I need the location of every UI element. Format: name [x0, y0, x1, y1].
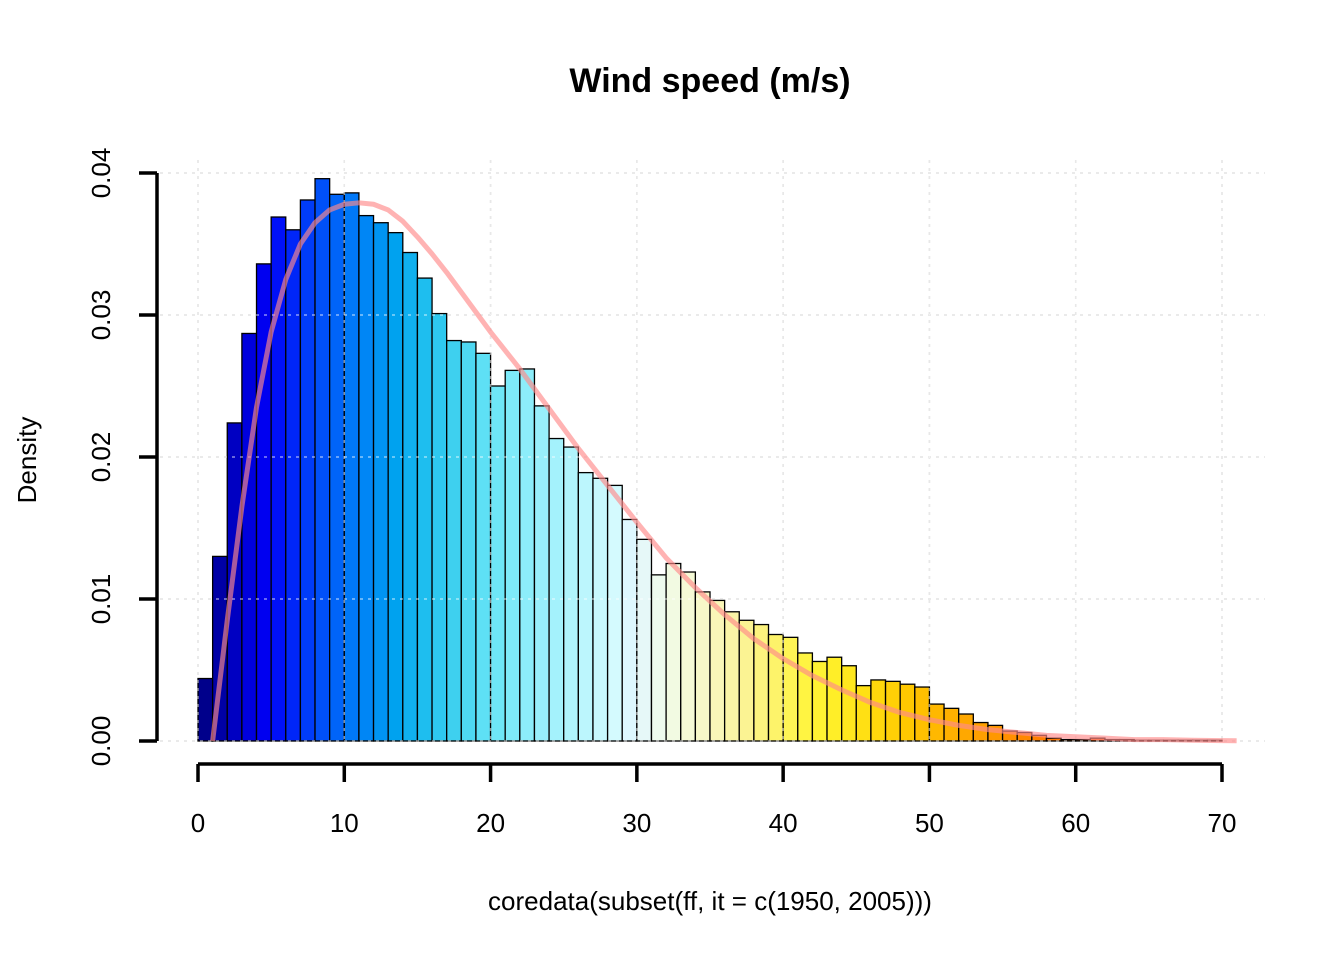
histogram-bar [606, 484, 623, 742]
x-tick-label: 30 [622, 808, 651, 838]
x-axis-label: coredata(subset(ff, it = c(1950, 2005))) [488, 886, 932, 916]
histogram-bars [160, 160, 1265, 742]
x-tick-label: 0 [191, 808, 205, 838]
histogram-bar [563, 446, 579, 742]
histogram-bar [197, 677, 214, 742]
histogram-bar [841, 665, 857, 742]
chart-title: Wind speed (m/s) [569, 62, 850, 100]
histogram-bar [299, 199, 316, 742]
histogram-bar [592, 477, 609, 742]
histogram-bar [855, 684, 872, 742]
grid-overlay [160, 160, 1265, 742]
histogram-bar [577, 471, 594, 742]
histogram-bar [826, 656, 843, 742]
histogram-bar [694, 591, 711, 742]
density-curve-line [210, 200, 1237, 744]
axes [139, 171, 1224, 782]
histogram-bar [870, 679, 887, 742]
x-tick-label: 60 [1061, 808, 1090, 838]
histogram-bar [460, 341, 477, 742]
x-tick-label: 50 [915, 808, 944, 838]
density-curve [210, 200, 1237, 744]
x-tick-label: 20 [476, 808, 505, 838]
histogram-bar [402, 251, 419, 742]
histogram-bar [533, 405, 550, 742]
histogram-bar [241, 332, 258, 742]
histogram-bar [709, 599, 726, 742]
y-tick-label: 0.01 [86, 574, 116, 625]
histogram-bar [372, 222, 389, 742]
histogram-bar [723, 611, 740, 742]
x-tick-label: 70 [1208, 808, 1237, 838]
histogram-bar [782, 636, 799, 742]
histogram-bar [387, 231, 404, 742]
histogram-bar [475, 352, 492, 742]
y-tick-labels: 0.00 0.01 0.02 0.03 0.04 [86, 148, 116, 767]
histogram-bar [431, 312, 448, 742]
histogram-bar [285, 229, 302, 742]
histogram-bar [314, 178, 331, 742]
histogram-bar [489, 385, 506, 742]
histogram-bar [914, 686, 931, 742]
histogram-bar [680, 571, 697, 742]
y-tick-label: 0.03 [86, 290, 116, 341]
y-tick-label: 0.04 [86, 148, 116, 199]
histogram-bar [811, 660, 828, 742]
y-tick-label: 0.00 [86, 716, 116, 767]
histogram-bar [329, 193, 345, 742]
histogram-bar [358, 214, 375, 742]
histogram-bar [548, 437, 565, 742]
histogram-bar [621, 518, 638, 742]
histogram-bar [665, 562, 682, 742]
histogram-bar [636, 538, 653, 742]
histogram-bar [446, 339, 462, 742]
histogram-bar [504, 369, 521, 742]
histogram-bar [650, 574, 667, 742]
y-tick-label: 0.02 [86, 432, 116, 483]
histogram-bar [416, 277, 433, 742]
histogram-bar [343, 192, 360, 742]
histogram-bar [519, 368, 536, 742]
x-tick-label: 40 [769, 808, 798, 838]
x-tick-labels: 0 10 20 30 40 50 60 70 [191, 808, 1237, 838]
y-axis-label: Density [12, 417, 42, 504]
x-tick-label: 10 [330, 808, 359, 838]
